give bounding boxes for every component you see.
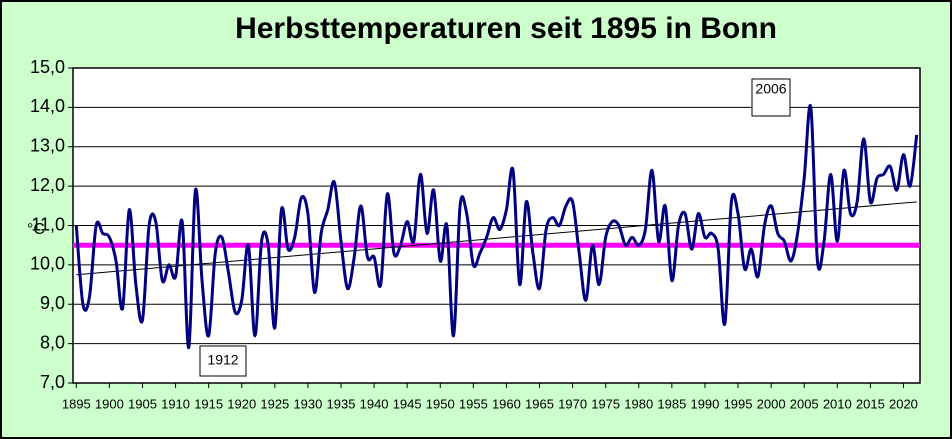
x-tick-label: 1940 — [360, 396, 389, 411]
temperature-line — [74, 103, 919, 350]
y-tick-label: 15,0 — [30, 57, 65, 77]
annotation-box — [199, 345, 247, 377]
y-tick-label: 14,0 — [30, 96, 65, 116]
x-tick-label: 1945 — [393, 396, 422, 411]
y-tick-label: 12,0 — [30, 175, 65, 195]
x-tick-label: 1935 — [327, 396, 356, 411]
x-tick-label: 1980 — [624, 396, 653, 411]
x-tick-label: 1920 — [227, 396, 256, 411]
x-tick-label: 1995 — [724, 396, 753, 411]
x-tick-label: 1955 — [459, 396, 488, 411]
y-tick-label: 9,0 — [40, 293, 65, 313]
y-axis-label: °C — [27, 221, 45, 238]
x-tick-label: 1905 — [128, 396, 157, 411]
x-tick-label: 1960 — [492, 396, 521, 411]
y-tick-label: 10,0 — [30, 254, 65, 274]
y-tick-label: 11,0 — [31, 214, 65, 234]
x-tick-label: 1900 — [95, 396, 124, 411]
y-tick-label: 13,0 — [30, 136, 65, 156]
x-tick-label: 1990 — [690, 396, 719, 411]
x-tick-label: 2000 — [757, 396, 786, 411]
y-tick-label: 7,0 — [40, 372, 65, 392]
y-tick-label: 8,0 — [40, 332, 65, 352]
x-tick-label: 2015 — [856, 396, 885, 411]
x-tick-label: 1965 — [525, 396, 554, 411]
annotation-box — [751, 78, 791, 117]
x-tick-label: 2020 — [889, 396, 918, 411]
x-tick-label: 1930 — [293, 396, 322, 411]
annotation: 1912 — [207, 352, 238, 368]
x-tick-label: 1910 — [161, 396, 190, 411]
x-tick-label: 1985 — [657, 396, 686, 411]
annotation: 2006 — [755, 81, 786, 97]
plot-border — [72, 67, 921, 384]
x-tick-label: 1975 — [591, 396, 620, 411]
x-tick-label: 2010 — [823, 396, 852, 411]
x-tick-label: 1915 — [194, 396, 223, 411]
x-tick-label: 1950 — [426, 396, 455, 411]
x-tick-label: 2005 — [790, 396, 819, 411]
x-tick-label: 1970 — [558, 396, 587, 411]
x-tick-label: 1895 — [62, 396, 91, 411]
trend-line — [76, 201, 917, 276]
x-tick-label: 1925 — [260, 396, 289, 411]
chart-title: Herbsttemperaturen seit 1895 in Bonn — [235, 12, 777, 45]
